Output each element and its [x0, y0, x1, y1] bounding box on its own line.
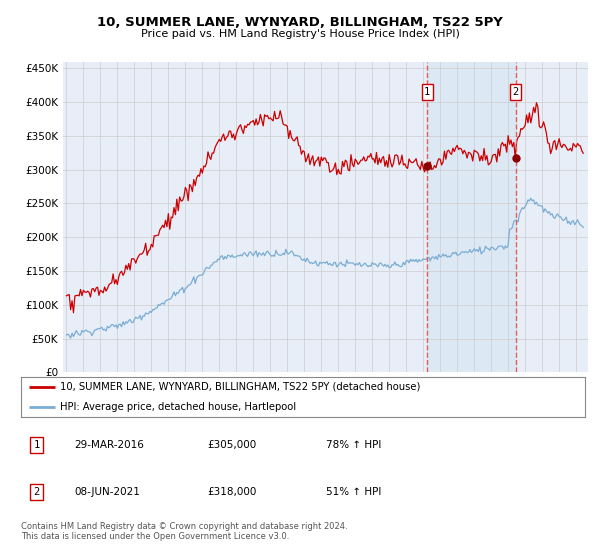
Text: 10, SUMMER LANE, WYNYARD, BILLINGHAM, TS22 5PY: 10, SUMMER LANE, WYNYARD, BILLINGHAM, TS…: [97, 16, 503, 29]
Text: 08-JUN-2021: 08-JUN-2021: [74, 487, 140, 497]
Text: 2: 2: [34, 487, 40, 497]
Text: HPI: Average price, detached house, Hartlepool: HPI: Average price, detached house, Hart…: [61, 402, 296, 412]
Text: 78% ↑ HPI: 78% ↑ HPI: [326, 440, 381, 450]
Text: 29-MAR-2016: 29-MAR-2016: [74, 440, 145, 450]
Text: 2: 2: [512, 87, 519, 97]
Text: 1: 1: [424, 87, 430, 97]
Text: Contains HM Land Registry data © Crown copyright and database right 2024.
This d: Contains HM Land Registry data © Crown c…: [21, 522, 347, 542]
Text: 51% ↑ HPI: 51% ↑ HPI: [326, 487, 381, 497]
Text: 1: 1: [34, 440, 40, 450]
Text: Price paid vs. HM Land Registry's House Price Index (HPI): Price paid vs. HM Land Registry's House …: [140, 29, 460, 39]
Bar: [427, 62, 515, 372]
Text: £305,000: £305,000: [207, 440, 256, 450]
Text: £318,000: £318,000: [207, 487, 256, 497]
Text: 10, SUMMER LANE, WYNYARD, BILLINGHAM, TS22 5PY (detached house): 10, SUMMER LANE, WYNYARD, BILLINGHAM, TS…: [61, 382, 421, 392]
